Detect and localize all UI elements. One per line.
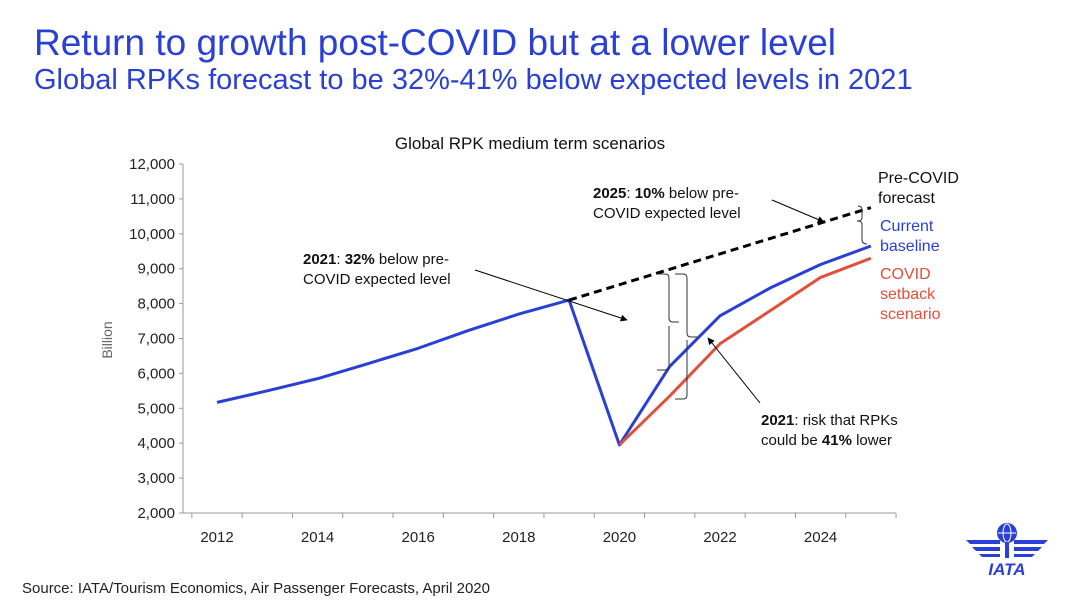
arrow-2025 — [771, 199, 825, 223]
y-tick-label: 12,000 — [129, 156, 175, 173]
x-tick-label: 2024 — [804, 529, 837, 546]
annotation-2021-41: 2021: risk that RPKs could be 41% lower — [761, 412, 902, 449]
series-line-pre-covid-forecast — [568, 206, 872, 302]
page-title: Return to growth post-COVID but at a low… — [34, 22, 837, 63]
arrow-2021-32 — [474, 269, 628, 322]
brace-2025 — [856, 205, 868, 245]
y-tick-label: 5,000 — [137, 400, 175, 417]
y-tick-label: 2,000 — [137, 505, 175, 522]
chart-title: Global RPK medium term scenarios — [395, 134, 665, 153]
annotation-2025: 2025: 10% below pre- COVID expected leve… — [593, 185, 743, 222]
y-tick-label: 9,000 — [137, 261, 175, 278]
iata-logo: IATA — [966, 523, 1048, 578]
globe-icon — [997, 523, 1017, 543]
annotation-markers — [474, 199, 868, 404]
series-line-current-baseline — [216, 244, 872, 447]
brace-2021-41 — [675, 273, 697, 400]
annotation-2021-32: 2021: 32% below pre- COVID expected leve… — [303, 251, 453, 288]
series-line-covid-setback-scenario — [618, 256, 872, 447]
y-tick-label: 10,000 — [129, 226, 175, 243]
y-tick-label: 7,000 — [137, 331, 175, 348]
x-tick-label: 2016 — [402, 529, 435, 546]
source-note: Source: IATA/Tourism Economics, Air Pass… — [22, 580, 490, 597]
y-axis-label: Billion — [99, 321, 115, 358]
page-subtitle: Global RPKs forecast to be 32%-41% below… — [34, 64, 913, 96]
y-tick-label: 6,000 — [137, 365, 175, 382]
x-tick-label: 2022 — [703, 529, 736, 546]
label-covid-setback: COVID setback scenario — [880, 266, 941, 323]
x-tick-label: 2018 — [502, 529, 535, 546]
brace-2021-32 — [657, 273, 679, 371]
x-tick-label: 2012 — [200, 529, 233, 546]
y-tick-label: 4,000 — [137, 435, 175, 452]
y-tick-label: 11,000 — [130, 191, 175, 208]
arrow-risk — [707, 337, 761, 404]
label-pre-covid: Pre-COVID forecast — [878, 170, 963, 207]
iata-logo-text: IATA — [988, 560, 1025, 578]
wings-icon — [966, 540, 1048, 558]
x-tick-label: 2020 — [603, 529, 636, 546]
y-tick-label: 3,000 — [137, 470, 175, 487]
x-tick-label: 2014 — [301, 529, 334, 546]
label-current-baseline: Current baseline — [880, 218, 940, 255]
y-tick-label: 8,000 — [137, 296, 175, 313]
